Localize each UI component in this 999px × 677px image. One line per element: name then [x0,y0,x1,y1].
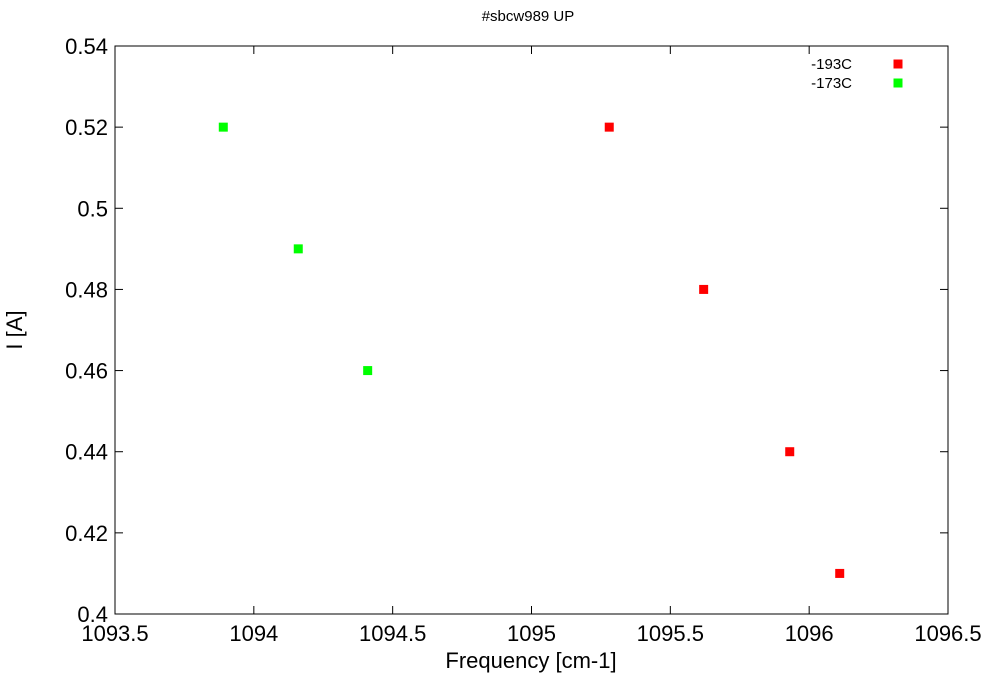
legend-marker [893,78,903,88]
chart-title: #sbcw989 UP [482,8,575,25]
data-point [604,122,614,132]
y-tick-label: 0.5 [77,196,108,221]
data-point [218,122,228,132]
y-tick-label: 0.52 [65,115,108,140]
x-axis: 1093.5 1094 1094.5 1095 1095.5 1096 1096.5 [81,46,982,646]
x-tick-label: 1094 [229,621,278,646]
legend-marker [893,59,903,69]
x-axis-label: Frequency [cm-1] [445,648,616,673]
data-point [699,284,709,294]
y-tick-label: 0.4 [77,602,108,627]
x-tick-label: 1096 [785,621,834,646]
y-tick-label: 0.42 [65,521,108,546]
y-tick-label: 0.46 [65,359,108,384]
data-points [218,122,845,578]
data-point [363,366,373,376]
y-tick-label: 0.44 [65,440,108,465]
y-tick-label: 0.48 [65,277,108,302]
x-tick-label: 1095.5 [637,621,704,646]
legend-label: -193C [811,56,852,73]
plot-frame [114,45,949,615]
x-tick-label: 1096.5 [914,621,981,646]
y-tick-label: 0.54 [65,34,108,59]
x-tick-label: 1093.5 [81,621,148,646]
legend-label: -173C [811,75,852,92]
y-axis: 0.4 0.42 0.44 0.46 0.48 0.5 0.52 0.54 [65,34,948,627]
x-tick-label: 1095 [507,621,556,646]
x-tick-label: 1094.5 [359,621,426,646]
y-axis-label: I [A] [2,310,27,349]
data-point [293,244,303,254]
data-point [785,447,795,457]
legend: -193C -173C [811,56,903,92]
data-point [835,568,845,578]
